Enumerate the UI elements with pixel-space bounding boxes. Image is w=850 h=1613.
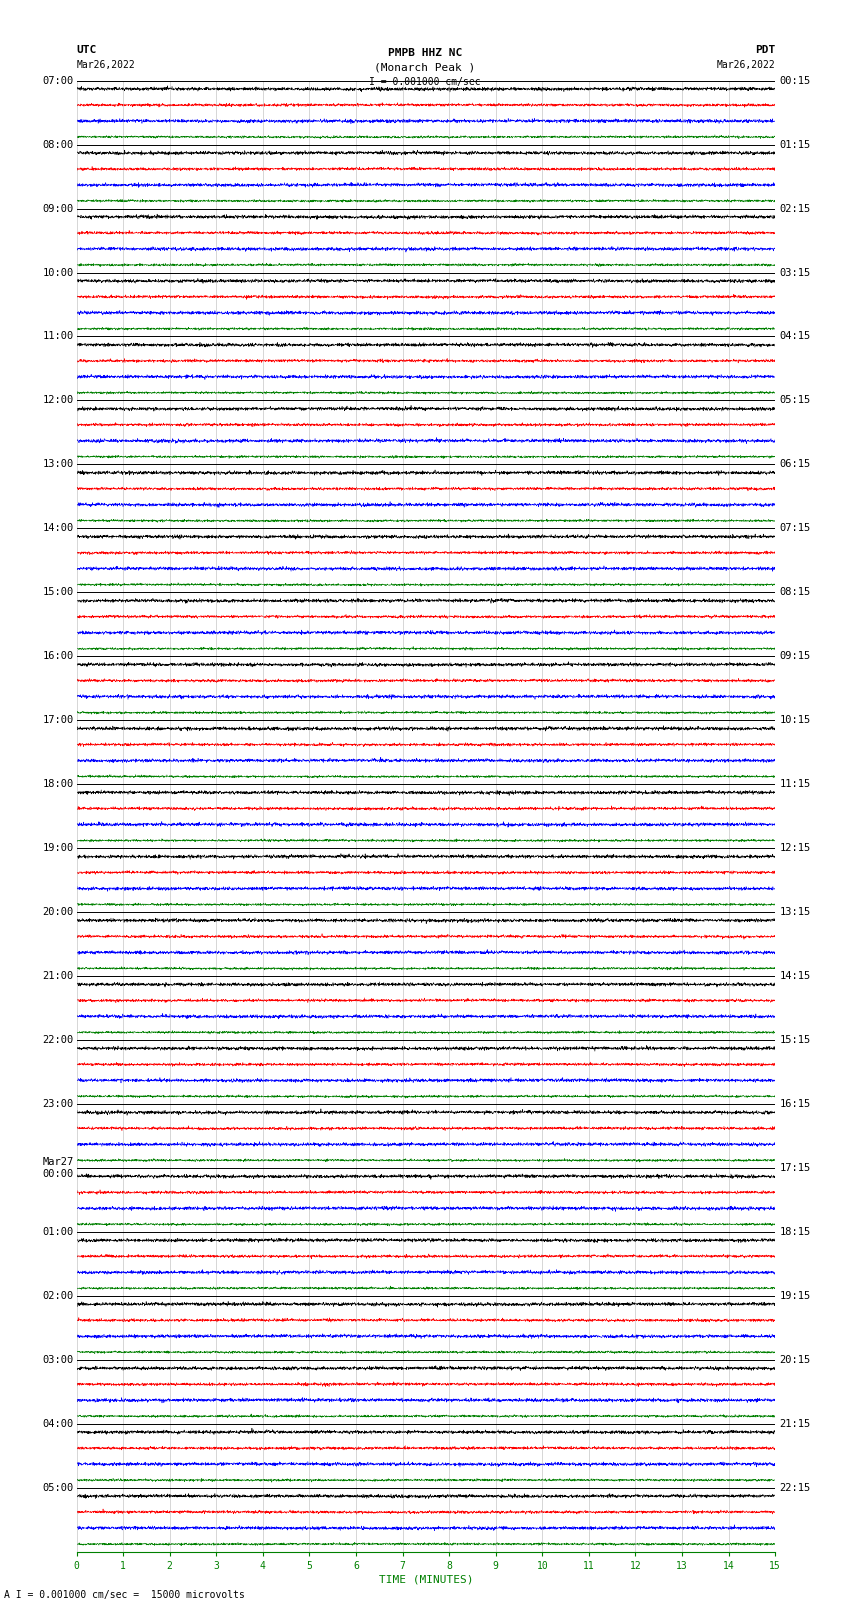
Text: (Monarch Peak ): (Monarch Peak ) <box>374 63 476 73</box>
Text: UTC: UTC <box>76 45 97 55</box>
Text: Mar26,2022: Mar26,2022 <box>717 60 775 69</box>
Text: I = 0.001000 cm/sec: I = 0.001000 cm/sec <box>369 77 481 87</box>
Text: Mar26,2022: Mar26,2022 <box>76 60 135 69</box>
Text: PDT: PDT <box>755 45 775 55</box>
X-axis label: TIME (MINUTES): TIME (MINUTES) <box>378 1574 473 1586</box>
Text: A I = 0.001000 cm/sec =  15000 microvolts: A I = 0.001000 cm/sec = 15000 microvolts <box>4 1590 245 1600</box>
Text: PMPB HHZ NC: PMPB HHZ NC <box>388 48 462 58</box>
